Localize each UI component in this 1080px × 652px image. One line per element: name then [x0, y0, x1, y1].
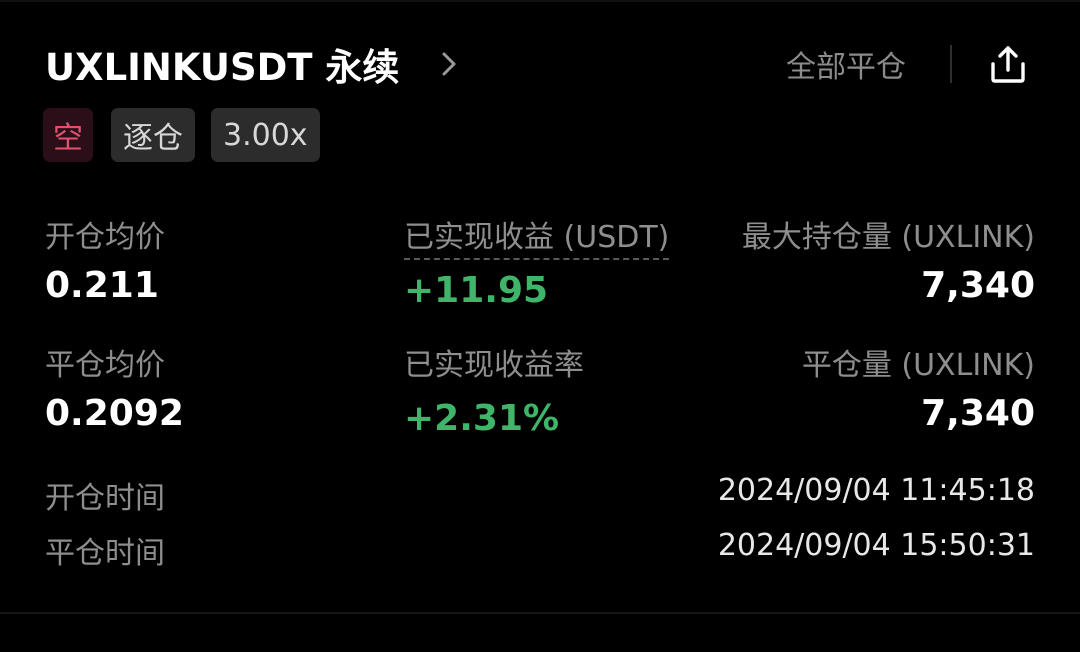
bottom-divider — [0, 612, 1080, 614]
side-badge: 空 — [43, 108, 93, 162]
symbol-title[interactable]: UXLINKUSDT 永续 — [45, 46, 400, 89]
chevron-right-icon[interactable] — [435, 50, 463, 78]
share-icon[interactable] — [986, 42, 1030, 86]
max-position-value: 7,340 — [921, 265, 1035, 306]
open-time-label: 开仓时间 — [45, 481, 165, 516]
position-header[interactable]: UXLINKUSDT 永续 — [45, 38, 463, 90]
realized-pnl-rate-label: 已实现收益率 — [404, 348, 584, 383]
close-avg-price-label: 平仓均价 — [45, 348, 165, 383]
top-divider — [0, 0, 1080, 2]
realized-pnl-value: +11.95 — [404, 270, 549, 311]
open-avg-price-label: 开仓均价 — [45, 220, 165, 255]
header-actions: 全部平仓 — [786, 40, 1030, 88]
realized-pnl-label[interactable]: 已实现收益 (USDT) — [404, 212, 670, 260]
open-avg-price-value: 0.211 — [45, 265, 159, 306]
leverage-badge: 3.00x — [211, 108, 320, 162]
position-tags: 空 逐仓 3.00x — [43, 108, 336, 162]
open-time-value: 2024/09/04 11:45:18 — [717, 473, 1035, 508]
close-time-label: 平仓时间 — [45, 536, 165, 571]
close-avg-price-value: 0.2092 — [45, 393, 184, 434]
realized-pnl-rate-value: +2.31% — [404, 398, 560, 439]
close-all-button[interactable]: 全部平仓 — [786, 50, 906, 85]
closed-qty-value: 7,340 — [921, 393, 1035, 434]
close-time-value: 2024/09/04 15:50:31 — [717, 528, 1035, 563]
margin-mode-badge: 逐仓 — [111, 108, 195, 162]
closed-qty-label: 平仓量 (UXLINK) — [801, 348, 1035, 383]
header-divider — [950, 45, 952, 83]
max-position-label: 最大持仓量 (UXLINK) — [741, 220, 1035, 255]
